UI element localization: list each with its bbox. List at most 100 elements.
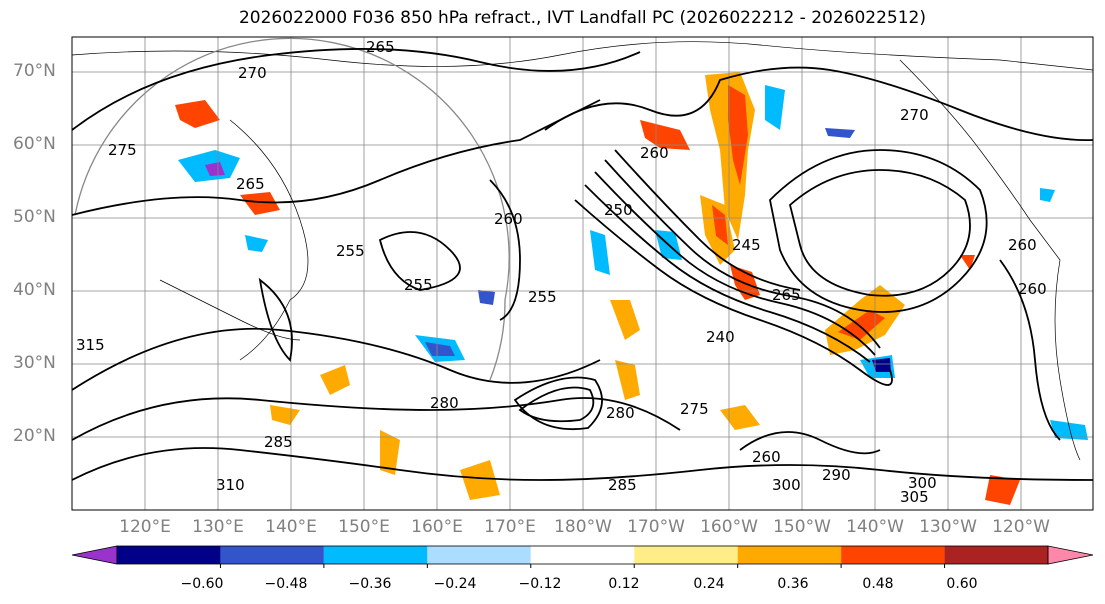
graticule [72,37,1093,510]
shade-positive [380,430,400,475]
colorbar-extend-low [71,545,118,565]
lat-label-40n: 40°N [13,280,56,300]
lon-label-160w: 160°W [700,517,758,537]
shade-negative [1040,188,1055,202]
lon-label-120w: 120°W [992,517,1050,537]
shade-negative [872,358,891,372]
shade-positive [240,192,280,215]
colorbar-tick-label: −0.12 [518,576,562,592]
map-title: 2026022000 F036 850 hPa refract., IVT La… [238,8,926,28]
shade-negative [205,162,225,176]
shade-positive [610,300,640,340]
shade-positive [270,405,300,425]
contour-label: 285 [264,433,293,451]
colorbar-segment [220,546,324,564]
contour-label: 245 [732,236,761,254]
colorbar-extend-high [1047,545,1094,565]
shade-negative [245,235,268,252]
colorbar-tick-label: −0.24 [433,576,477,592]
colorbar-tick-label: −0.60 [180,576,224,592]
contour-label: 310 [216,476,245,494]
contour-label: 275 [108,141,137,159]
reference-circle [74,37,510,381]
shade-positive [460,460,500,500]
contour-label: 305 [900,488,929,506]
contour-label: 255 [528,288,557,306]
colorbar-segment [427,546,531,564]
shade-negative [590,230,610,275]
contour-label: 250 [604,201,633,219]
colorbar-tick-label: 0.48 [862,576,894,592]
contour-label: 280 [606,404,635,422]
contour-label: 265 [772,286,801,304]
shade-negative [765,85,785,130]
contour-label: 265 [366,38,395,56]
contour-label: 290 [822,466,851,484]
colorbar-segment [634,546,738,564]
contour-label: 260 [1008,236,1037,254]
colorbar-tick-label: −0.36 [348,576,392,592]
contour-label: 255 [336,242,365,260]
lon-label-150w: 150°W [773,517,831,537]
lat-label-30n: 30°N [13,353,56,373]
lat-label-60n: 60°N [13,134,56,154]
contour-label: 285 [608,476,637,494]
shade-positive [320,365,350,395]
colorbar-segment [530,546,635,564]
colorbar-segment [944,546,1048,564]
colorbar-tick-label: −0.48 [264,576,308,592]
shade-positive [720,405,760,430]
colorbar-frame [116,545,1049,565]
contour-label: 315 [76,336,105,354]
contour-label: 260 [1018,280,1047,298]
contour-label-group: 265 270 275 265 270 260 255 255 260 250 … [76,38,1047,506]
lon-label-120e: 120°E [119,517,171,537]
lon-label-140e: 140°E [265,517,317,537]
lon-label-130w: 130°W [919,517,977,537]
contour-label: 265 [236,175,265,193]
colorbar-tick-label: 0.60 [946,576,978,592]
contour-label: 260 [752,448,781,466]
lon-label-150e: 150°E [338,517,390,537]
colorbar-segment [737,546,842,564]
shade-negative [825,128,855,138]
plot-frame [71,36,1094,511]
contour-label: 240 [706,328,735,346]
contour-label: 255 [404,276,433,294]
shade-negative [425,342,455,356]
lon-label-170e: 170°E [484,517,536,537]
shade-positive [985,475,1020,505]
plot-area [72,37,1093,510]
shade-positive [712,205,728,245]
refractivity-contours [72,48,1093,481]
lon-label-180w: 180°W [554,517,612,537]
shade-positive [615,360,640,400]
contour-label: 275 [680,400,709,418]
colorbar-tick-label: 0.24 [693,576,725,592]
contour-label: 300 [908,474,937,492]
contour-label: 260 [640,144,669,162]
contour-label: 280 [430,394,459,412]
colorbar [71,545,1094,568]
shade-negative [478,290,495,305]
lat-label-50n: 50°N [13,207,56,227]
lon-label-160e: 160°E [411,517,463,537]
shade-positive [728,85,748,185]
lat-label-70n: 70°N [13,61,56,81]
shade-negative [1050,420,1088,440]
lon-label-130e: 130°E [192,517,244,537]
colorbar-segment [841,546,945,564]
coastlines [72,41,1093,461]
shade-positive [640,120,690,150]
lon-label-140w: 140°W [846,517,904,537]
shade-positive [175,100,220,128]
lon-label-170w: 170°W [627,517,685,537]
colorbar-segment [117,546,221,564]
contour-label: 260 [494,210,523,228]
colorbar-segment [323,546,428,564]
lat-label-20n: 20°N [13,426,56,446]
contour-label: 300 [772,476,801,494]
colorbar-tick-label: 0.36 [777,576,809,592]
contour-label: 270 [238,64,267,82]
